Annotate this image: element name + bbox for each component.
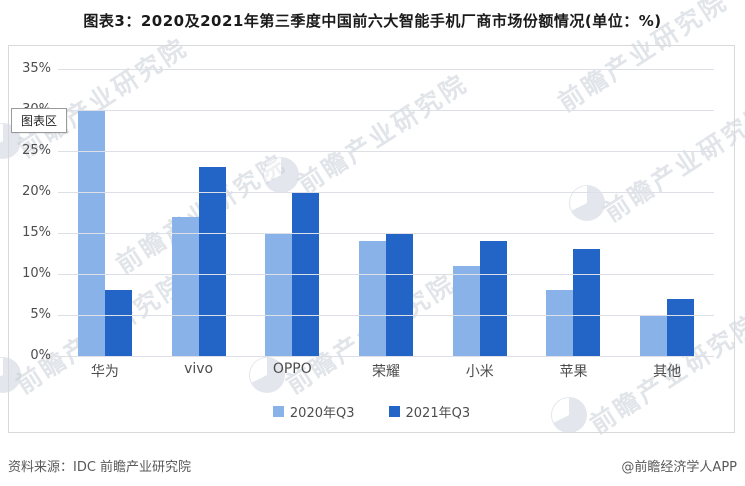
bar-2020年Q3-小米[interactable] (452, 265, 480, 356)
gridline (58, 151, 714, 152)
bar-2021年Q3-华为[interactable] (104, 290, 132, 356)
bar-pair (359, 233, 414, 356)
legend-label: 2021年Q3 (405, 406, 471, 421)
bar-2021年Q3-其他[interactable] (667, 298, 695, 356)
bar-pair (640, 298, 695, 356)
bar-2020年Q3-苹果[interactable] (546, 290, 574, 356)
bar-group-华为 (58, 69, 152, 356)
y-axis-tick-label: 10% (22, 266, 51, 281)
bar-group-苹果 (527, 69, 621, 356)
x-axis-labels: 华为 vivo OPPO 荣耀 小米 苹果 其他 (58, 361, 714, 381)
x-axis-label-其他: 其他 (653, 364, 682, 380)
bar-2021年Q3-苹果[interactable] (573, 249, 601, 356)
y-axis-tick-label: 5% (30, 307, 51, 322)
y-axis-tick-label: 15% (22, 225, 51, 240)
gridline (58, 192, 714, 193)
bar-2021年Q3-vivo[interactable] (198, 167, 226, 356)
bar-group-OPPO (245, 69, 339, 356)
x-axis-label-小米: 小米 (465, 364, 494, 380)
bar-group-其他 (620, 69, 714, 356)
y-axis-tick-label: 0% (30, 348, 51, 363)
legend-swatch-icon (388, 406, 400, 417)
credit-text: @前瞻经济学人APP (621, 460, 737, 475)
x-axis-label-vivo: vivo (184, 361, 214, 377)
bar-2020年Q3-OPPO[interactable] (265, 233, 293, 356)
plot-area: 35%30%25%20%15%10%5%0% (22, 61, 714, 363)
bar-pair (546, 249, 601, 356)
gridline (58, 274, 714, 275)
x-axis-label-OPPO: OPPO (272, 361, 312, 377)
gridline (58, 110, 714, 111)
bar-group-荣耀 (339, 69, 433, 356)
gridline (58, 356, 714, 357)
bar-group-vivo (152, 69, 246, 356)
y-axis-tick-label: 35% (22, 61, 51, 76)
gridline (58, 233, 714, 234)
legend: 2020年Q3 2021年Q3 (9, 402, 734, 421)
y-axis-tick-label: 25% (22, 143, 51, 158)
bar-pair (171, 167, 226, 356)
x-axis-label-荣耀: 荣耀 (372, 364, 401, 380)
bar-2020年Q3-荣耀[interactable] (359, 241, 387, 356)
chart-area-panel[interactable]: 35%30%25%20%15%10%5%0% 华为vivoOPPO荣耀小米苹果其… (8, 45, 735, 433)
legend-label: 2020年Q3 (289, 406, 355, 421)
source-text: 资料来源：IDC 前瞻产业研究院 (8, 460, 192, 475)
bar-2020年Q3-vivo[interactable] (171, 216, 199, 356)
bar-2020年Q3-其他[interactable] (640, 315, 668, 356)
bar-group-小米 (433, 69, 527, 356)
legend-item-2020年Q3[interactable]: 2020年Q3 (272, 402, 355, 421)
bar-pair (452, 241, 507, 356)
bar-2021年Q3-荣耀[interactable] (386, 233, 414, 356)
bar-groups (58, 69, 714, 356)
chart-title: 图表3：2020及2021年第三季度中国前六大智能手机厂商市场份额情况(单位：%… (83, 12, 662, 30)
gridline (58, 315, 714, 316)
legend-swatch-icon (272, 406, 284, 417)
gridline (58, 69, 714, 70)
legend-item-2021年Q3[interactable]: 2021年Q3 (388, 402, 471, 421)
bar-2021年Q3-小米[interactable] (479, 241, 507, 356)
chart-area-tooltip: 图表区 (11, 108, 68, 133)
x-axis-label-华为: 华为 (90, 364, 119, 380)
x-axis-label-苹果: 苹果 (559, 364, 588, 380)
y-axis-tick-label: 20% (22, 184, 51, 199)
